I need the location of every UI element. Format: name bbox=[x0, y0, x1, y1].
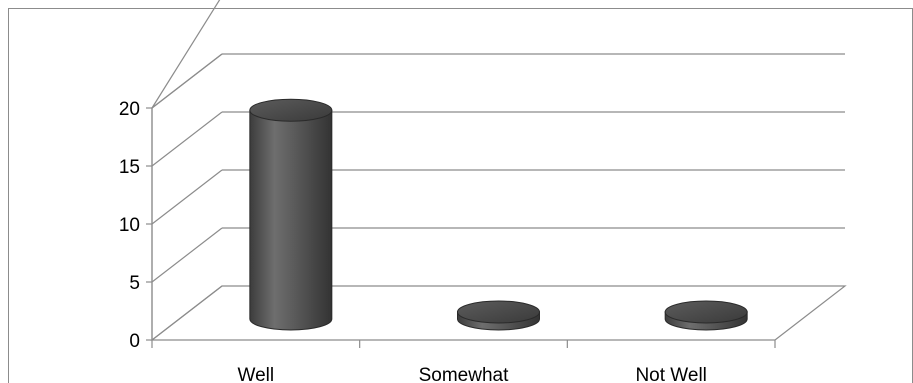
x-tick-label-somewhat: Somewhat bbox=[419, 365, 509, 383]
bar-body bbox=[249, 109, 333, 331]
x-tick-label-not-well: Not Well bbox=[635, 365, 706, 383]
bars bbox=[249, 98, 748, 331]
y-tick-label-0: 0 bbox=[129, 331, 140, 352]
y-tick-label-5: 5 bbox=[129, 273, 140, 294]
side-gridline-5 bbox=[151, 227, 223, 283]
bar-well bbox=[249, 98, 333, 331]
bar-cap bbox=[457, 300, 540, 324]
bar-not-well bbox=[664, 300, 748, 331]
bar-cap bbox=[249, 98, 333, 122]
x-tick-label-well: Well bbox=[238, 365, 275, 383]
bar-somewhat bbox=[457, 300, 540, 331]
bar-cap bbox=[664, 300, 748, 324]
y-tick-label-20: 20 bbox=[119, 99, 140, 120]
side-gridline-10 bbox=[151, 169, 223, 225]
side-gridline-top bbox=[151, 53, 223, 109]
y-tick-label-15: 15 bbox=[119, 157, 140, 178]
y-tick-label-10: 10 bbox=[119, 215, 140, 236]
axes bbox=[146, 107, 776, 348]
side-gridline-15 bbox=[151, 111, 223, 167]
side-gridline-extra bbox=[151, 0, 221, 109]
labels: 0 5 10 15 20 Well Somewhat Not Well bbox=[119, 99, 707, 383]
